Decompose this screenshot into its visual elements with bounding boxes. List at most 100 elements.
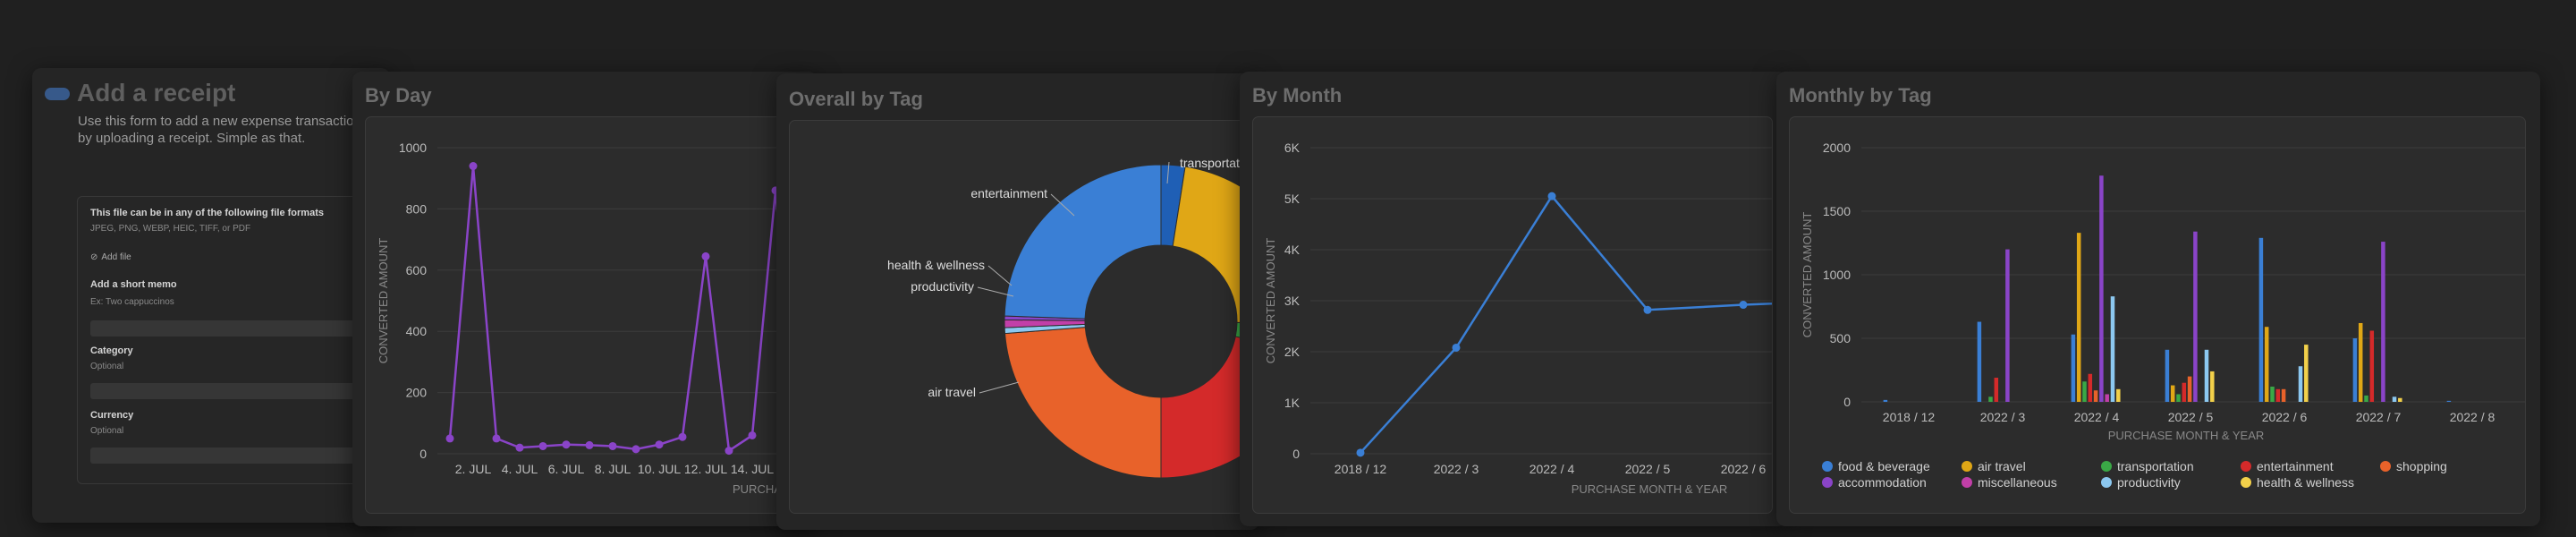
add-file-button[interactable]: ⊘ Add file	[90, 252, 131, 262]
y-tick-label: 0	[1843, 395, 1851, 409]
legend-swatch	[2101, 477, 2112, 488]
bar	[2446, 400, 2452, 402]
bar	[2258, 237, 2264, 402]
legend-swatch	[1822, 477, 1833, 488]
add-file-label: Add file	[101, 252, 131, 262]
data-point	[1739, 301, 1748, 310]
x-axis-title: PURCHAS	[733, 482, 790, 496]
file-format-list: JPEG, PNG, WEBP, HEIC, TIFF, or PDF	[90, 224, 251, 234]
bar	[2264, 327, 2269, 402]
memo-input-bar[interactable]	[90, 320, 386, 337]
data-point	[1452, 343, 1461, 352]
pie-slice	[1004, 164, 1162, 320]
y-tick-label: 200	[406, 386, 428, 400]
y-tick-label: 1500	[1823, 204, 1851, 218]
legend-label: health & wellness	[2257, 475, 2354, 490]
x-tick-label: 4. JUL	[502, 462, 538, 476]
x-tick-label: 10. JUL	[638, 462, 681, 476]
y-axis-title: CONVERTED AMOUNT	[1264, 238, 1277, 364]
legend-swatch	[2241, 477, 2251, 488]
y-axis-title: CONVERTED AMOUNT	[1801, 212, 1814, 338]
currency-select[interactable]	[90, 448, 386, 464]
data-point	[562, 440, 571, 449]
pie-leader-line	[1166, 161, 1170, 184]
bar	[2170, 385, 2175, 402]
y-tick-label: 1000	[1823, 268, 1851, 282]
bar	[2105, 394, 2109, 402]
y-tick-label: 2K	[1284, 345, 1301, 359]
bar	[2193, 231, 2198, 402]
x-tick-label: 2022 / 3	[1434, 462, 1479, 476]
bar	[2275, 388, 2281, 402]
legend-label: food & beverage	[1838, 459, 1930, 473]
legend-label: entertainment	[2257, 459, 2334, 473]
data-point	[631, 445, 640, 454]
x-tick-label: 2022 / 7	[2356, 410, 2402, 424]
monthly-tag-chart: 0 500 1000 1500 2000 2018 / 12 2022 / 3 2022 / …	[1789, 116, 2526, 514]
x-tick-label: 2018 / 12	[1883, 410, 1936, 424]
pie-label: entertainment	[970, 186, 1047, 200]
data-point	[701, 251, 710, 260]
legend-item[interactable]: health & wellness	[2241, 475, 2354, 490]
y-tick-label: 0	[1292, 447, 1300, 461]
by-month-title: By Month	[1252, 84, 1343, 107]
bar	[1977, 321, 1982, 402]
x-axis-title: PURCHASE MONTH & YEAR	[2108, 429, 2265, 442]
bar	[2093, 390, 2098, 402]
bar	[2116, 388, 2121, 402]
pie-leader-line	[977, 286, 1014, 297]
category-select[interactable]	[90, 383, 386, 399]
bar	[2071, 334, 2076, 402]
bar	[2358, 322, 2363, 402]
bar	[2165, 349, 2170, 402]
bar	[2369, 330, 2375, 402]
bar	[2082, 381, 2087, 402]
data-point	[1356, 448, 1365, 457]
bar	[2099, 175, 2104, 402]
data-point	[515, 443, 524, 452]
legend-item[interactable]: accommodation	[1822, 475, 1927, 490]
y-axis-title: CONVERTED AMOUNT	[377, 238, 390, 364]
bar	[2398, 397, 2402, 402]
legend-swatch	[2101, 461, 2112, 472]
data-point	[492, 434, 501, 443]
bar	[2076, 233, 2081, 402]
legend-item[interactable]: food & beverage	[1822, 459, 1930, 473]
y-tick-label: 2000	[1823, 141, 1851, 155]
by-month-chart: 0 1K 2K 3K 4K 5K 6K 2018 / 12 2022 / 3 2022 / 4 20…	[1252, 116, 1840, 514]
data-point	[1643, 305, 1652, 314]
x-tick-label: 14. JUL	[731, 462, 774, 476]
legend-item[interactable]: entertainment	[2241, 459, 2334, 473]
pie-label: productivity	[911, 279, 974, 294]
y-tick-label: 1K	[1284, 396, 1301, 410]
y-tick-label: 5K	[1284, 192, 1301, 206]
legend-item[interactable]: transportation	[2101, 459, 2194, 473]
legend-label: productivity	[2117, 475, 2181, 490]
y-tick-label: 400	[406, 324, 428, 338]
legend-swatch	[1962, 461, 1972, 472]
data-point	[585, 440, 594, 449]
legend-swatch	[1822, 461, 1833, 472]
form-toggle[interactable]	[45, 88, 70, 100]
pie-leader-line	[987, 265, 1013, 286]
by-day-title: By Day	[365, 84, 432, 107]
legend-item[interactable]: productivity	[2101, 475, 2181, 490]
overall-tag-title: Overall by Tag	[789, 88, 923, 110]
legend-label: air travel	[1978, 459, 2026, 473]
by-month-svg: 0 1K 2K 3K 4K 5K 6K 2018 / 12 2022 / 3 2022 / 4 20…	[1264, 141, 1840, 496]
legend-item[interactable]: miscellaneous	[1962, 475, 2057, 490]
bar	[2204, 349, 2209, 402]
memo-input[interactable]: Ex: Two cappuccinos	[90, 297, 174, 307]
pie-label: transportation	[1180, 156, 1255, 170]
y-tick-label: 0	[419, 447, 427, 461]
x-tick-label: 2022 / 5	[1625, 462, 1671, 476]
series-line	[1360, 194, 1840, 454]
x-tick-label: 6. JUL	[548, 462, 585, 476]
x-tick-label: 2022 / 3	[1980, 410, 2026, 424]
bar	[2005, 249, 2010, 402]
bar	[2364, 395, 2368, 402]
x-tick-label: 2022 / 4	[2074, 410, 2120, 424]
legend-item[interactable]: air travel	[1962, 459, 2026, 473]
legend-item[interactable]: shopping	[2380, 459, 2447, 473]
x-axis-title: PURCHASE MONTH & YEAR	[1572, 482, 1728, 496]
